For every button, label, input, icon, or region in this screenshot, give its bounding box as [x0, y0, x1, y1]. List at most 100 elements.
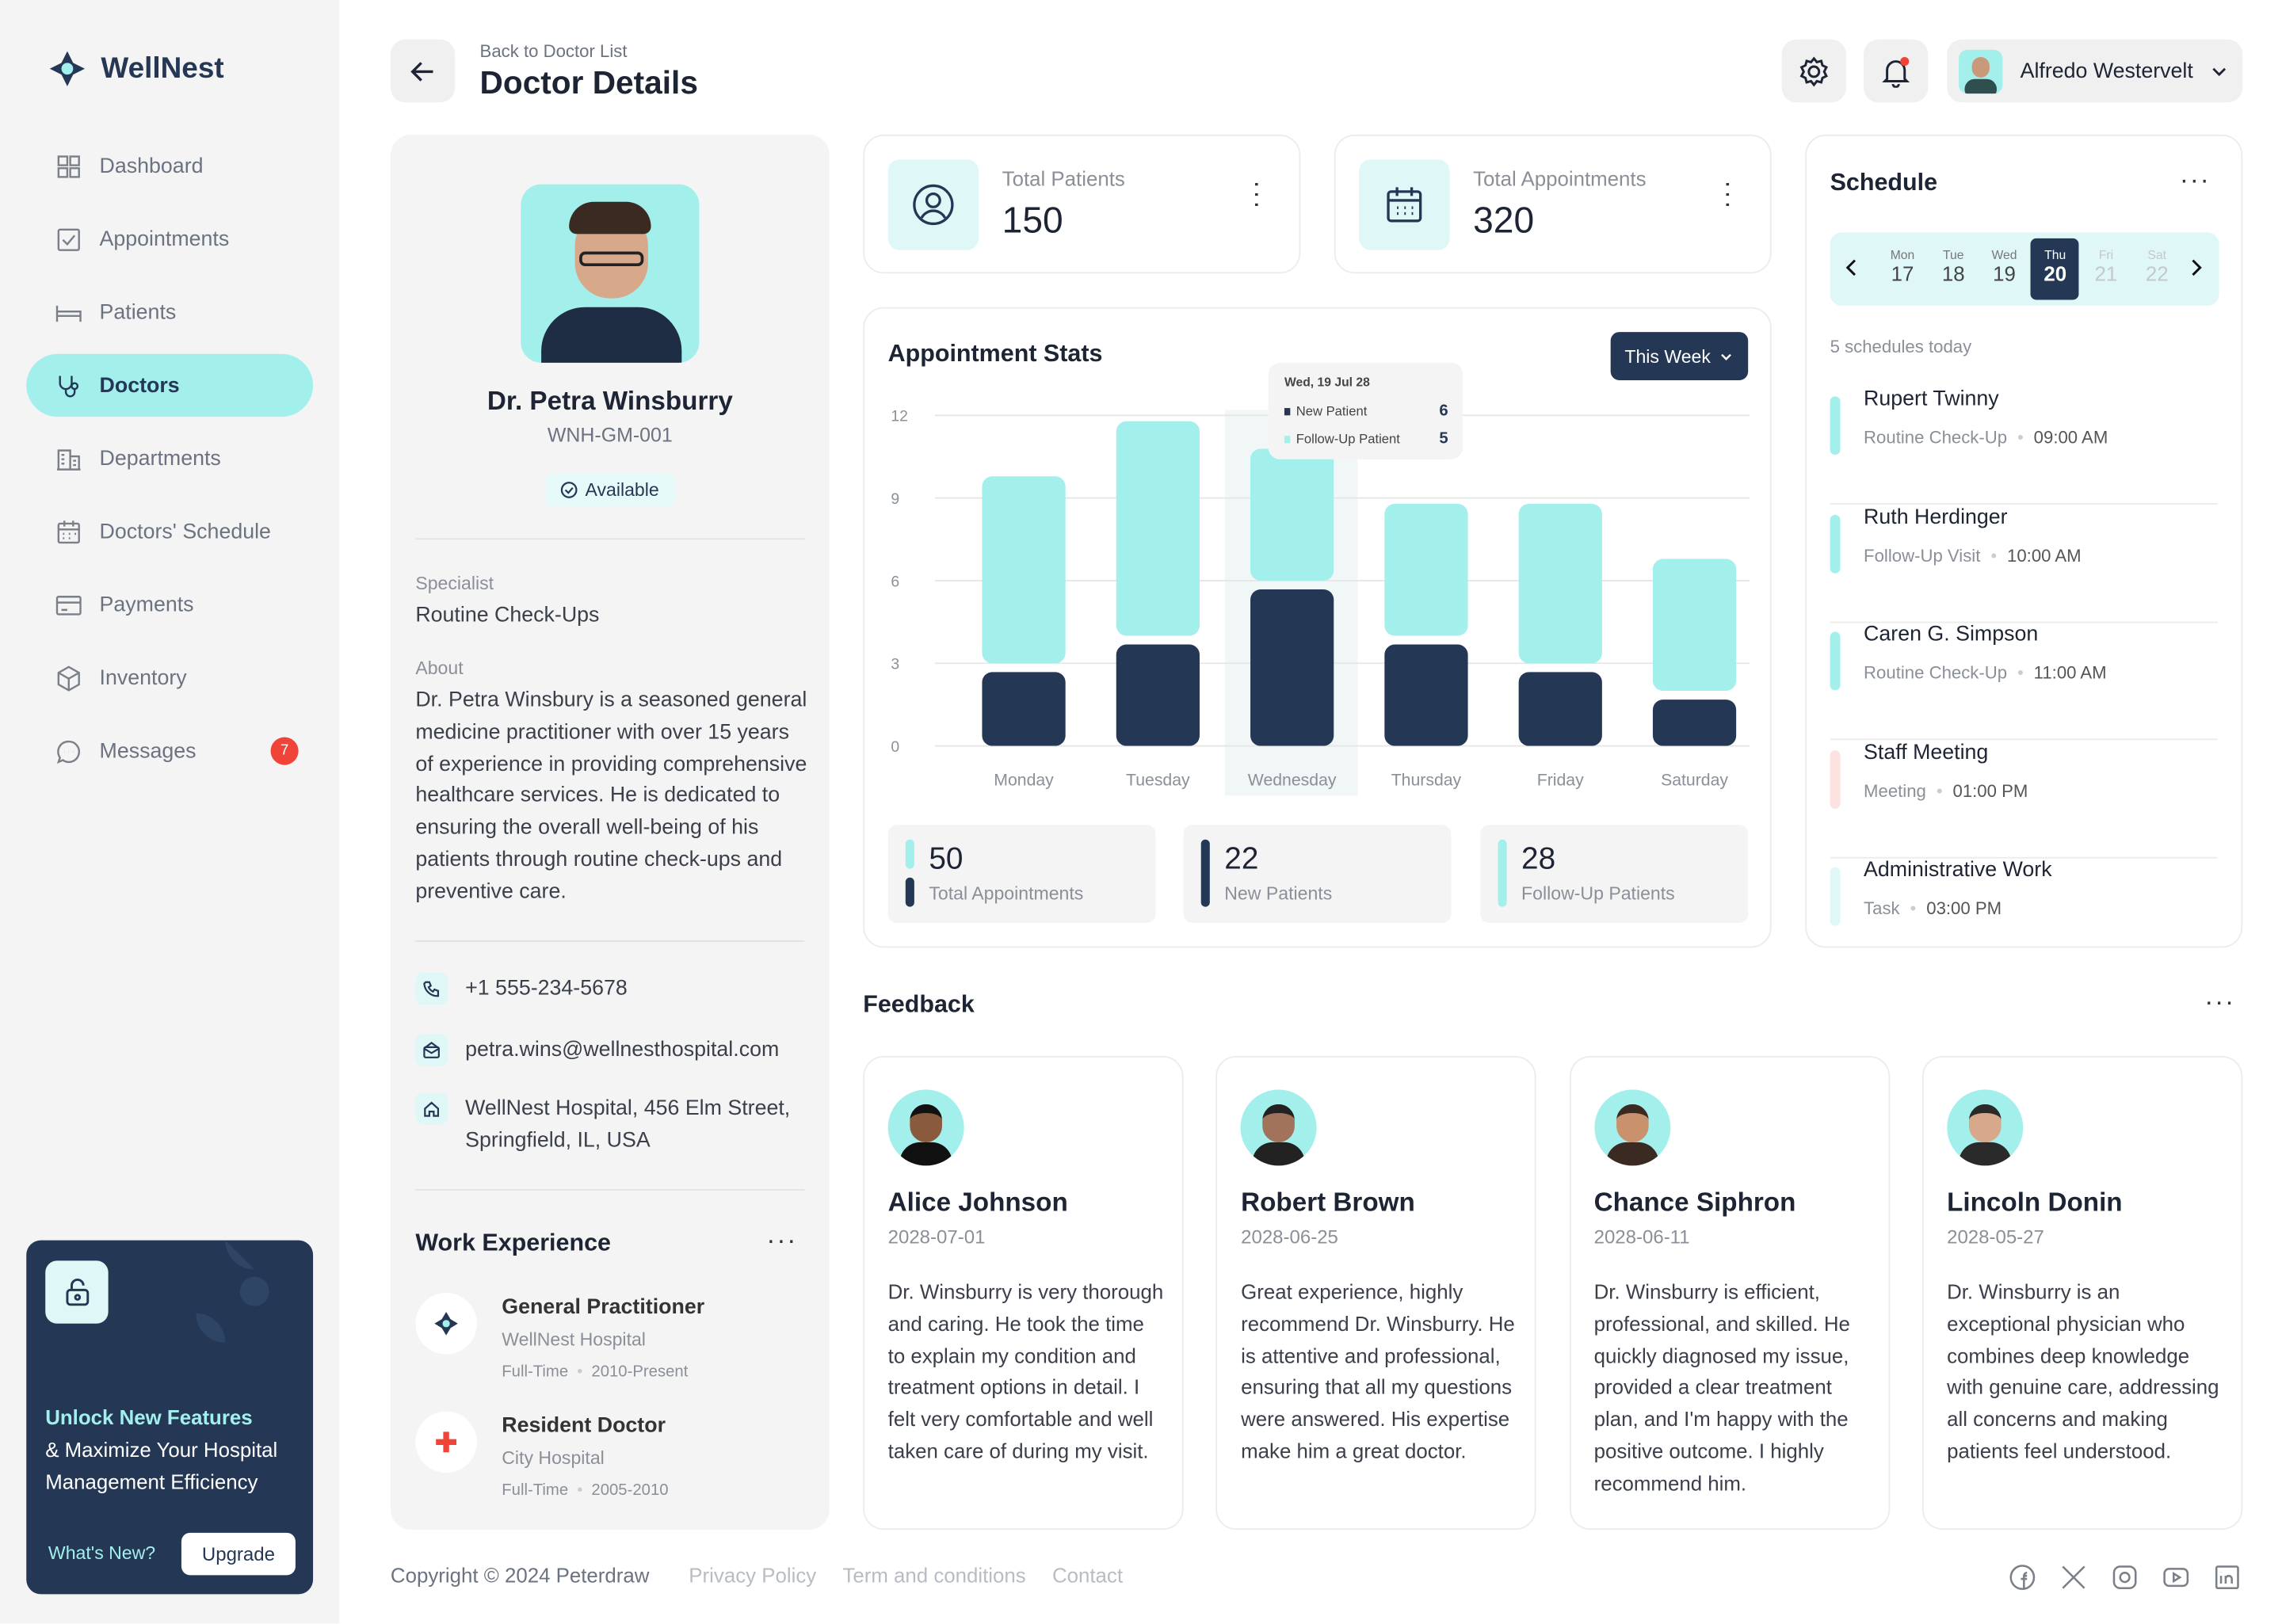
feedback-card: Robert Brown 2028-06-25 Great experience… [1215, 1055, 1537, 1531]
x-tick-label: Tuesday [1126, 771, 1190, 789]
divider [415, 940, 805, 942]
bar-new-patient[interactable] [1384, 644, 1468, 746]
notifications-button[interactable] [1864, 39, 1929, 103]
specialist-label: Specialist [415, 573, 494, 594]
sidebar-item-appointments[interactable]: Appointments [26, 208, 313, 270]
summary-label: Total Appointments [929, 883, 1084, 904]
decorative-pattern [196, 1240, 269, 1343]
reviewer-name: Alice Johnson [887, 1188, 1068, 1218]
bar-follow-up-patient[interactable] [1250, 448, 1334, 581]
facebook-icon[interactable] [2009, 1564, 2036, 1592]
work-type: Full-Time [502, 1363, 569, 1381]
sidebar-item-inventory[interactable]: Inventory [26, 646, 313, 709]
period-dropdown-value: This Week [1624, 345, 1711, 367]
bar-follow-up-patient[interactable] [1116, 421, 1200, 636]
more-button[interactable]: ··· [1243, 180, 1273, 211]
settings-button[interactable] [1781, 39, 1846, 103]
footer-link[interactable]: Contact [1051, 1563, 1124, 1588]
reviewer-name: Robert Brown [1241, 1188, 1415, 1218]
chevron-left-icon[interactable] [1841, 257, 1862, 278]
day-mon[interactable]: Mon 17 [1879, 238, 1927, 300]
phone-text: +1 555-234-5678 [465, 977, 628, 1001]
schedule-item-time: 09:00 AM [2033, 427, 2108, 448]
specialist-value: Routine Check-Ups [415, 604, 600, 628]
sidebar-item-label: Dashboard [99, 154, 204, 178]
reviewer-name: Chance Siphron [1593, 1188, 1796, 1218]
user-menu[interactable]: Alfredo Westervelt [1947, 39, 2243, 103]
bar-follow-up-patient[interactable] [1518, 504, 1602, 664]
tooltip-label: Follow-Up Patient [1296, 431, 1400, 447]
day-thu[interactable]: Thu 20 [2031, 238, 2080, 300]
phone[interactable]: +1 555-234-5678 [415, 972, 628, 1005]
bar-new-patient[interactable] [1116, 644, 1200, 746]
sidebar-item-doctors-schedule[interactable]: Doctors' Schedule [26, 500, 313, 562]
feedback-more-button[interactable]: ··· [2204, 987, 2235, 1017]
day-tue[interactable]: Tue 18 [1929, 238, 1978, 300]
grid-icon [57, 154, 80, 177]
schedule-item-title: Caren G. Simpson [1864, 623, 2039, 647]
x-icon[interactable] [2059, 1564, 2087, 1592]
box-icon [57, 665, 80, 691]
chevron-right-icon[interactable] [2185, 257, 2206, 278]
bar-new-patient[interactable] [1250, 589, 1334, 746]
day-fri[interactable]: Fri 21 [2082, 238, 2130, 300]
instagram-icon[interactable] [2111, 1564, 2139, 1592]
chart-tooltip: Wed, 19 Jul 28 New Patient 6 Follow-Up Pa… [1268, 362, 1463, 459]
schedule-item[interactable]: Rupert Twinny Routine Check-Up • 09:00 AM [1830, 387, 2218, 505]
y-tick-label: 6 [891, 573, 899, 590]
sidebar-item-messages[interactable]: Messages 7 [26, 719, 313, 782]
sidebar-item-doctors[interactable]: Doctors [26, 353, 314, 417]
bar-new-patient[interactable] [982, 672, 1066, 746]
calendar-icon [1359, 159, 1450, 250]
sidebar-item-patients[interactable]: Patients [26, 280, 313, 343]
sidebar-item-label: Appointments [99, 227, 230, 251]
day-number: 21 [2094, 261, 2118, 286]
logo[interactable]: WellNest [48, 50, 224, 88]
sidebar-item-label: Payments [99, 593, 194, 617]
calendar-icon [57, 520, 80, 543]
day-name: Mon [1890, 247, 1915, 262]
day-wed[interactable]: Wed 19 [1980, 238, 2028, 300]
linkedin-icon[interactable] [2213, 1564, 2241, 1592]
footer-link[interactable]: Term and conditions [842, 1563, 1026, 1588]
more-button[interactable]: ··· [1714, 180, 1744, 211]
period-dropdown[interactable]: This Week [1610, 332, 1749, 381]
sidebar-item-dashboard[interactable]: Dashboard [26, 135, 313, 197]
chart-title: Appointment Stats [887, 341, 1103, 368]
work-more-button[interactable]: ··· [766, 1226, 798, 1256]
schedule-item-time: 11:00 AM [2033, 662, 2107, 684]
schedule-item[interactable]: Administrative Work Task • 03:00 PM [1830, 859, 2218, 976]
schedule-item-type: Meeting [1864, 780, 1926, 801]
bar-new-patient[interactable] [1652, 700, 1737, 746]
bar-follow-up-patient[interactable] [1652, 558, 1737, 692]
email[interactable]: petra.wins@wellnesthospital.com [415, 1034, 779, 1066]
bar-follow-up-patient[interactable] [982, 476, 1066, 664]
gear-icon [1799, 55, 1828, 86]
bar-new-patient[interactable] [1518, 672, 1602, 746]
schedule-more-button[interactable]: ··· [2179, 165, 2211, 195]
day-sat[interactable]: Sat 22 [2133, 238, 2181, 300]
schedule-item[interactable]: Ruth Herdinger Follow-Up Visit • 10:00 AM [1830, 505, 2218, 623]
logo-icon [49, 51, 86, 86]
sidebar-item-departments[interactable]: Departments [26, 427, 313, 490]
day-number: 17 [1891, 261, 1914, 286]
schedule-item-type: Routine Check-Up [1864, 662, 2008, 684]
schedule-item[interactable]: Caren G. Simpson Routine Check-Up • 11:00 … [1830, 623, 2218, 741]
review-date: 2028-06-25 [1241, 1226, 1338, 1248]
schedule-item-time: 03:00 PM [1926, 898, 2002, 919]
breadcrumb[interactable]: Back to Doctor List [479, 40, 628, 62]
schedule-item[interactable]: Staff Meeting Meeting • 01:00 PM [1830, 741, 2218, 858]
day-name: Sat [2147, 247, 2166, 262]
footer-link[interactable]: Privacy Policy [689, 1563, 817, 1588]
summary-value: 22 [1224, 842, 1259, 876]
sidebar-item-payments[interactable]: Payments [26, 574, 313, 636]
youtube-icon[interactable] [2162, 1564, 2190, 1592]
doctor-id: WNH-GM-001 [547, 424, 673, 447]
whats-new-link[interactable]: What's New? [48, 1542, 156, 1564]
status-badge: Available [545, 474, 674, 506]
stethoscope-icon [59, 375, 79, 397]
bar-follow-up-patient[interactable] [1384, 504, 1468, 636]
back-button[interactable] [390, 39, 456, 103]
upgrade-button[interactable]: Upgrade [181, 1532, 296, 1576]
x-tick-label: Friday [1537, 771, 1584, 789]
